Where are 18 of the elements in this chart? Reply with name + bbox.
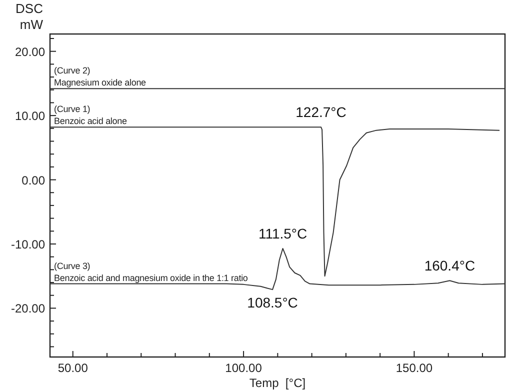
y-tick-label: -10.00 [10,237,46,252]
annotation: 160.4°C [424,258,476,274]
series-label: (Curve 2) Magnesium oxide alone [54,66,146,88]
y-tick-label: 20.00 [14,44,46,59]
x-axis-title: Temp [°C] [249,376,306,390]
y-tick-label: 10.00 [14,109,46,124]
annotation: 111.5°C [258,225,308,242]
series-label: (Curve 3) Benzoic acid and magnesium oxide in the 1:1 ratio [54,260,248,283]
line-series [50,248,506,290]
annotation: 108.5°C [247,294,298,311]
y-axis-title: DSC mW [16,1,44,32]
y-tick-label: -20.00 [10,302,46,316]
series-label: (Curve 1) Benzoic acid alone [54,104,127,126]
annotation: 122.7°C [296,104,346,120]
x-tick-label: 150.00 [396,361,433,375]
y-tick-label: 0.00 [22,173,46,188]
x-tick-label: 100.00 [225,361,262,375]
x-tick-label: 50.00 [58,361,88,375]
